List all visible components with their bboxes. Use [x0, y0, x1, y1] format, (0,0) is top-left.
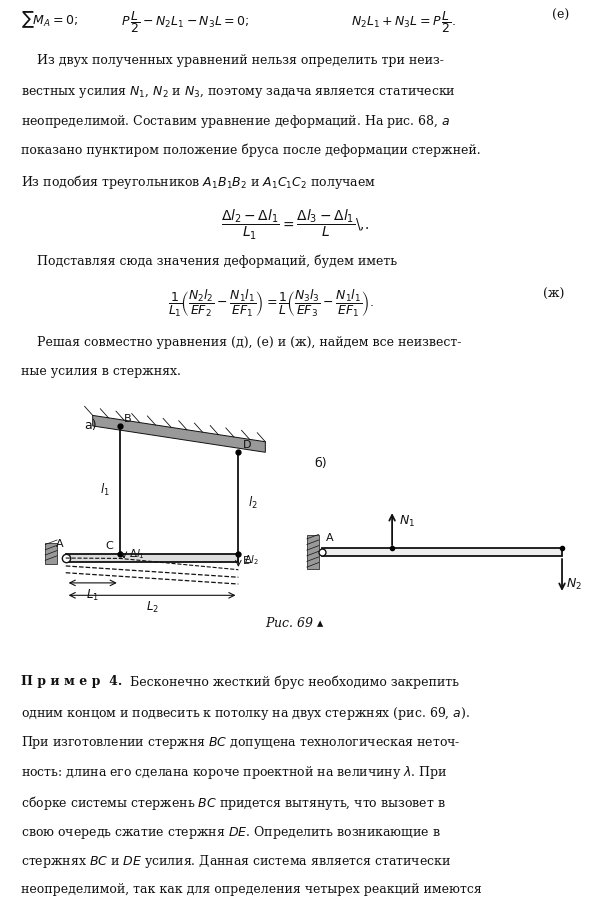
- Text: C: C: [106, 541, 113, 551]
- Text: Из двух полученных уравнений нельзя определить три неиз-: Из двух полученных уравнений нельзя опре…: [21, 54, 444, 67]
- Text: $\Delta l_2$: $\Delta l_2$: [244, 553, 258, 567]
- Text: ные усилия в стержнях.: ные усилия в стержнях.: [21, 365, 181, 378]
- Text: Подставляя сюда значения деформаций, будем иметь: Подставляя сюда значения деформаций, буд…: [21, 255, 396, 268]
- Text: $l_2$: $l_2$: [248, 495, 258, 511]
- Text: $\dfrac{1}{L_1}\!\left(\dfrac{N_2 l_2}{EF_2} - \dfrac{N_1 l_1}{EF_1}\right) = \d: $\dfrac{1}{L_1}\!\left(\dfrac{N_2 l_2}{E…: [168, 288, 375, 320]
- Bar: [307, 536, 319, 569]
- Text: б): б): [314, 457, 326, 470]
- Text: A: A: [55, 539, 63, 549]
- Text: $N_2 L_1 + N_3 L = P\,\dfrac{L}{2}.$: $N_2 L_1 + N_3 L = P\,\dfrac{L}{2}.$: [351, 9, 456, 35]
- Text: (е): (е): [552, 9, 569, 22]
- Bar: [65, 554, 238, 562]
- Text: Рис. 69 $\blacktriangle$: Рис. 69 $\blacktriangle$: [265, 616, 325, 630]
- Text: свою очередь сжатие стержня $DE$. Определить возникающие в: свою очередь сжатие стержня $DE$. Опреде…: [21, 824, 440, 841]
- Text: E: E: [242, 556, 250, 566]
- Text: D: D: [242, 440, 251, 450]
- Text: неопределимой, так как для определения четырех реакций имеются: неопределимой, так как для определения ч…: [21, 883, 481, 896]
- Text: вестных усилия $N_1$, $N_2$ и $N_3$, поэтому задача является статически: вестных усилия $N_1$, $N_2$ и $N_3$, поэ…: [21, 84, 455, 100]
- Text: $P\,\dfrac{L}{2} - N_2 L_1 - N_3 L = 0;$: $P\,\dfrac{L}{2} - N_2 L_1 - N_3 L = 0;$: [121, 9, 249, 35]
- Text: неопределимой. Составим уравнение деформаций. На рис. 68, $a$: неопределимой. Составим уравнение деформ…: [21, 113, 450, 130]
- Text: $N_1$: $N_1$: [399, 514, 415, 529]
- Text: ность: длина его сделана короче проектной на величину $\lambda$. При: ность: длина его сделана короче проектно…: [21, 764, 447, 781]
- Bar: [322, 548, 562, 556]
- Text: $\sum M_{A} = 0;$: $\sum M_{A} = 0;$: [21, 9, 78, 30]
- Text: а): а): [84, 419, 97, 432]
- Text: $\dfrac{\Delta l_2 - \Delta l_1}{L_1} = \dfrac{\Delta l_3 - \Delta l_1}{L}$\,.: $\dfrac{\Delta l_2 - \Delta l_1}{L_1} = …: [221, 208, 369, 242]
- Text: $L_2$: $L_2$: [146, 600, 159, 616]
- Bar: [45, 543, 57, 564]
- Text: П р и м е р  4.: П р и м е р 4.: [21, 675, 122, 688]
- Text: При изготовлении стержня $BC$ допущена технологическая неточ-: При изготовлении стержня $BC$ допущена т…: [21, 734, 460, 752]
- Text: сборке системы стержень $BC$ придется вытянуть, что вызовет в: сборке системы стержень $BC$ придется вы…: [21, 794, 445, 812]
- Text: Бесконечно жесткий брус необходимо закрепить: Бесконечно жесткий брус необходимо закре…: [122, 675, 459, 688]
- Polygon shape: [93, 416, 266, 453]
- Text: $N_2$: $N_2$: [566, 577, 582, 592]
- Text: стержнях $BC$ и $DE$ усилия. Данная система является статически: стержнях $BC$ и $DE$ усилия. Данная сист…: [21, 853, 451, 870]
- Text: Решая совместно уравнения (д), (е) и (ж), найдем все неизвест-: Решая совместно уравнения (д), (е) и (ж)…: [21, 336, 461, 348]
- Text: $\Delta l_1$: $\Delta l_1$: [129, 547, 145, 562]
- Text: показано пунктиром положение бруса после деформации стержней.: показано пунктиром положение бруса после…: [21, 143, 480, 157]
- Text: (ж): (ж): [543, 288, 564, 301]
- Text: $L_1$: $L_1$: [86, 588, 99, 603]
- Text: Из подобия треугольников $A_1B_1B_2$ и $A_1C_1C_2$ получаем: Из подобия треугольников $A_1B_1B_2$ и $…: [21, 173, 376, 191]
- Text: одним концом и подвесить к потолку на двух стержнях (рис. 69, $a$).: одним концом и подвесить к потолку на дв…: [21, 705, 470, 722]
- Text: A: A: [326, 533, 334, 543]
- Text: $l_1$: $l_1$: [100, 482, 110, 498]
- Text: B: B: [124, 414, 132, 424]
